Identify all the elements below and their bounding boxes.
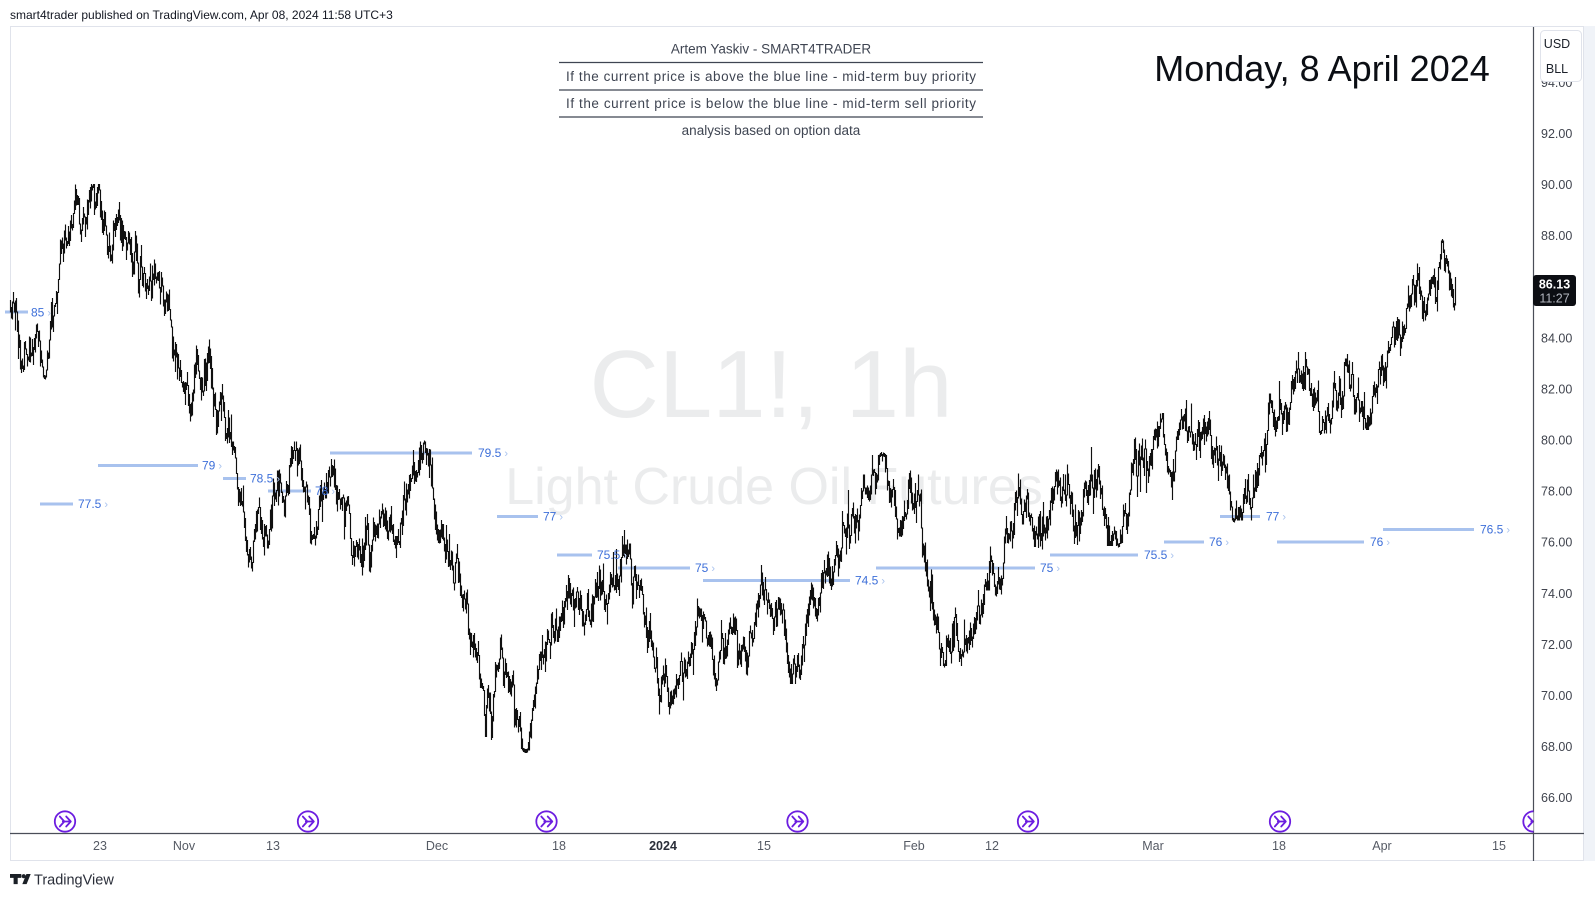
svg-text:Mar: Mar bbox=[1142, 839, 1164, 853]
svg-text:74.00: 74.00 bbox=[1541, 587, 1572, 601]
svg-text:76›: 76 › bbox=[1209, 535, 1229, 549]
svg-text:78›: 78 › bbox=[315, 484, 335, 498]
svg-text:84.00: 84.00 bbox=[1541, 331, 1572, 345]
svg-text:80.00: 80.00 bbox=[1541, 434, 1572, 448]
svg-text:18: 18 bbox=[552, 839, 566, 853]
svg-text:Feb: Feb bbox=[903, 839, 925, 853]
svg-text:Light Crude Oil Futures: Light Crude Oil Futures bbox=[505, 458, 1043, 516]
svg-text:12: 12 bbox=[985, 839, 999, 853]
svg-text:77›: 77 › bbox=[543, 510, 563, 524]
svg-text:CL1!, 1h: CL1!, 1h bbox=[590, 331, 953, 438]
svg-text:11:27: 11:27 bbox=[1539, 292, 1569, 306]
svg-text:Artem Yaskiv - SMART4TRADER: Artem Yaskiv - SMART4TRADER bbox=[671, 42, 872, 57]
svg-text:If the current price is below: If the current price is below the blue l… bbox=[566, 96, 976, 111]
svg-text:77.5›: 77.5 › bbox=[78, 497, 108, 511]
svg-text:23: 23 bbox=[93, 839, 107, 853]
svg-text:66.00: 66.00 bbox=[1541, 791, 1572, 805]
svg-text:88.00: 88.00 bbox=[1541, 229, 1572, 243]
svg-text:Dec: Dec bbox=[426, 839, 448, 853]
svg-text:76.5›: 76.5 › bbox=[1480, 522, 1510, 536]
svg-text:92.00: 92.00 bbox=[1541, 127, 1572, 141]
svg-text:75›: 75 › bbox=[1040, 561, 1060, 575]
svg-text:15: 15 bbox=[757, 839, 771, 853]
svg-text:75.5›: 75.5 › bbox=[597, 548, 627, 562]
svg-text:86.13: 86.13 bbox=[1539, 278, 1570, 292]
svg-text:15: 15 bbox=[1492, 839, 1506, 853]
svg-text:78.5›: 78.5 › bbox=[250, 471, 280, 485]
svg-text:USD: USD bbox=[1544, 37, 1570, 51]
svg-text:TradingView: TradingView bbox=[34, 873, 114, 889]
svg-text:79›: 79 › bbox=[202, 459, 222, 473]
svg-text:75›: 75 › bbox=[695, 561, 715, 575]
svg-text:13: 13 bbox=[266, 839, 280, 853]
svg-text:76›: 76 › bbox=[1370, 535, 1390, 549]
svg-text:Nov: Nov bbox=[173, 839, 196, 853]
svg-text:If the current price is above: If the current price is above the blue l… bbox=[566, 69, 976, 84]
svg-text:BLL: BLL bbox=[1546, 62, 1568, 76]
svg-text:70.00: 70.00 bbox=[1541, 689, 1572, 703]
svg-text:smart4trader published on Trad: smart4trader published on TradingView.co… bbox=[10, 8, 393, 22]
svg-text:18: 18 bbox=[1272, 839, 1286, 853]
svg-text:Apr: Apr bbox=[1372, 839, 1391, 853]
svg-text:2024: 2024 bbox=[649, 839, 677, 853]
svg-text:68.00: 68.00 bbox=[1541, 740, 1572, 754]
svg-text:76.00: 76.00 bbox=[1541, 536, 1572, 550]
svg-text:Monday, 8 April 2024: Monday, 8 April 2024 bbox=[1154, 48, 1490, 89]
svg-text:82.00: 82.00 bbox=[1541, 382, 1572, 396]
svg-text:74.5›: 74.5 › bbox=[855, 574, 885, 588]
svg-text:79.5›: 79.5 › bbox=[478, 446, 508, 460]
svg-text:75.5›: 75.5 › bbox=[1144, 548, 1174, 562]
svg-text:77›: 77 › bbox=[1266, 510, 1286, 524]
svg-text:72.00: 72.00 bbox=[1541, 638, 1572, 652]
svg-text:78.00: 78.00 bbox=[1541, 485, 1572, 499]
svg-text:90.00: 90.00 bbox=[1541, 178, 1572, 192]
svg-text:analysis based on option data: analysis based on option data bbox=[682, 123, 861, 138]
svg-text:85›: 85 › bbox=[31, 305, 51, 319]
